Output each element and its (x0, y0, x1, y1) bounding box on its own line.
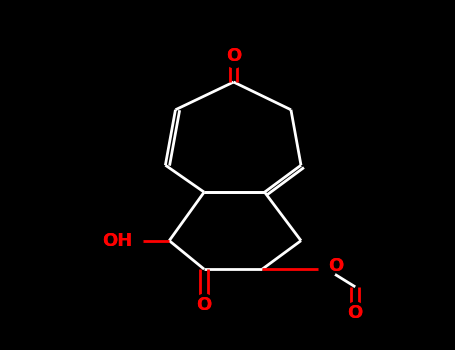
Text: O: O (329, 258, 344, 275)
Text: O: O (226, 47, 241, 65)
Text: OH: OH (102, 232, 132, 250)
Text: OH: OH (102, 232, 132, 250)
Text: O: O (329, 258, 344, 275)
Text: O: O (197, 296, 212, 314)
Text: O: O (226, 47, 241, 65)
Text: O: O (348, 304, 363, 322)
Text: O: O (197, 296, 212, 314)
Text: O: O (348, 304, 363, 322)
